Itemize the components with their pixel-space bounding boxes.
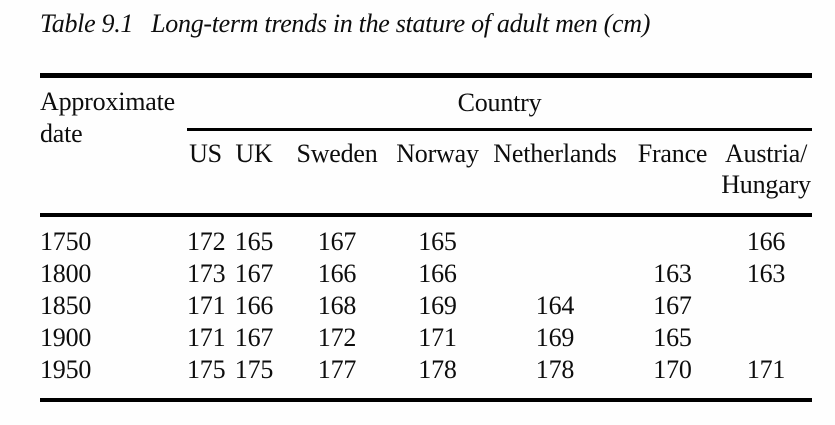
value-cell: 165 — [234, 227, 274, 256]
table-caption-number: Table 9.1 — [40, 9, 134, 38]
table-row: 1850 171 166 168 169 164 167 — [40, 290, 812, 322]
value-cell: 175 — [187, 355, 226, 384]
column-header-sweden: Sweden — [296, 139, 378, 168]
date-cell: 1950 — [40, 355, 92, 384]
value-cell: 167 — [234, 323, 274, 352]
column-header-uk: UK — [235, 139, 273, 168]
table-row: 1750 172 165 167 165 166 — [40, 215, 812, 258]
value-cell: 171 — [418, 323, 457, 352]
column-group-header: Country — [187, 75, 813, 131]
value-cell: 177 — [317, 355, 357, 384]
value-cell — [485, 215, 625, 258]
table-row: 1900 171 167 172 171 169 165 — [40, 322, 812, 354]
value-cell: 166 — [418, 259, 457, 288]
column-header-row: US UK Sweden Norway Netherlands France A… — [40, 130, 812, 216]
column-header-austria-hungary: Austria/ Hungary — [721, 139, 811, 199]
value-cell: 171 — [187, 323, 226, 352]
table-caption: Table 9.1 Long-term trends in the stature… — [40, 7, 650, 41]
value-cell — [720, 290, 812, 322]
value-cell — [720, 322, 812, 354]
value-cell: 168 — [317, 291, 357, 320]
stature-table: Approximate date Country US UK Sweden No… — [40, 73, 813, 402]
value-cell: 169 — [418, 291, 457, 320]
value-cell — [625, 215, 720, 258]
value-cell: 163 — [746, 259, 786, 288]
date-cell: 1800 — [40, 259, 92, 288]
table-header: Approximate date Country US UK Sweden No… — [40, 75, 813, 216]
date-cell: 1900 — [40, 323, 92, 352]
row-axis-header: Approximate date — [40, 87, 175, 148]
date-cell: 1750 — [40, 227, 92, 256]
table-row: 1800 173 167 166 166 163 163 — [40, 258, 812, 290]
table-caption-text: Long-term trends in the stature of adult… — [151, 9, 651, 38]
table-row: 1950 175 175 177 178 178 170 171 — [40, 354, 812, 400]
value-cell: 163 — [653, 259, 692, 288]
value-cell: 171 — [746, 355, 786, 384]
value-cell: 167 — [653, 291, 692, 320]
value-cell: 169 — [535, 323, 575, 352]
value-cell: 178 — [418, 355, 457, 384]
column-header-us: US — [189, 139, 222, 168]
date-cell: 1850 — [40, 291, 92, 320]
value-cell: 173 — [187, 259, 226, 288]
table-body: 1750 172 165 167 165 166 1800 173 167 16… — [40, 215, 812, 400]
group-header-row: Approximate date Country — [40, 75, 813, 148]
value-cell: 171 — [187, 291, 226, 320]
column-header-france: France — [637, 139, 708, 168]
column-header-netherlands: Netherlands — [493, 139, 617, 168]
value-cell: 170 — [653, 355, 692, 384]
column-header-norway: Norway — [396, 139, 479, 168]
value-cell: 175 — [234, 355, 274, 384]
value-cell: 172 — [187, 227, 226, 256]
value-cell — [485, 258, 625, 290]
value-cell: 167 — [317, 227, 357, 256]
value-cell: 165 — [653, 323, 692, 352]
value-cell: 172 — [317, 323, 357, 352]
value-cell: 178 — [535, 355, 575, 384]
value-cell: 167 — [234, 259, 274, 288]
value-cell: 166 — [317, 259, 357, 288]
value-cell: 166 — [234, 291, 274, 320]
value-cell: 165 — [418, 227, 457, 256]
value-cell: 166 — [746, 227, 786, 256]
value-cell: 164 — [535, 291, 575, 320]
